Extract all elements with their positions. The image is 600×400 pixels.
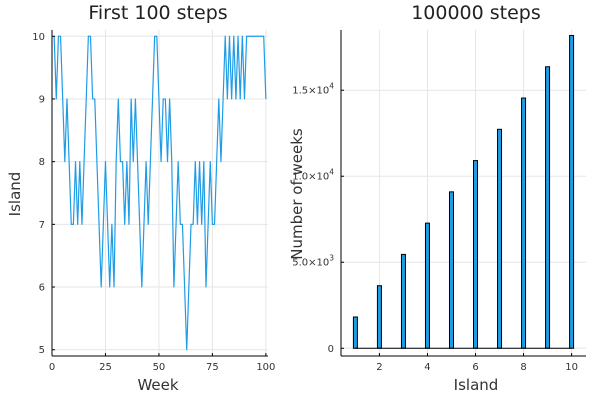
right-x-tick-label-0: 2: [376, 362, 382, 373]
right-x-tick-label-3: 8: [520, 362, 526, 373]
right-x-tick-label-2: 6: [472, 362, 478, 373]
left-y-tick-label-0: 5: [39, 345, 45, 356]
right-y-tick-label-0: 0: [328, 344, 334, 355]
bar-island-8: [521, 97, 527, 349]
right-x-label: Island: [454, 376, 499, 394]
right-y-tick-label-3: 1.5×104: [292, 82, 334, 97]
bar-island-9: [545, 66, 551, 349]
bar-island-2: [376, 285, 382, 349]
left-series-line: [53, 35, 267, 351]
right-x-ticks: 2 4 6 8 10: [376, 353, 578, 373]
left-y-label: Island: [6, 172, 24, 217]
bar-island-5: [448, 191, 454, 349]
left-x-tick-label-1: 25: [99, 362, 112, 373]
left-x-tick-label-2: 50: [153, 362, 166, 373]
left-x-tick-label-0: 0: [49, 362, 55, 373]
bar-island-6: [473, 160, 479, 349]
right-bars: [352, 34, 575, 349]
left-x-label: Week: [137, 376, 178, 394]
right-y-label: Number of weeks: [288, 128, 306, 260]
left-x-ticks: 0 25 50 75 100: [49, 353, 275, 373]
bar-island-7: [497, 128, 503, 349]
left-x-tick-label-3: 75: [206, 362, 219, 373]
right-y-tick-label-1: 5.0×103: [292, 254, 334, 269]
bar-island-10: [569, 34, 575, 349]
left-y-ticks: 5 6 7 8 9 10: [32, 32, 55, 356]
left-chart-title: First 100 steps: [88, 2, 227, 24]
bar-island-3: [400, 253, 406, 349]
bar-island-1: [352, 316, 358, 349]
left-y-tick-label-1: 6: [39, 283, 45, 294]
left-y-tick-label-5: 10: [32, 32, 45, 43]
right-y-ticks: 0 5.0×103 1.0×104 1.5×104: [292, 82, 344, 355]
right-x-tick-label-1: 4: [424, 362, 430, 373]
left-y-tick-label-4: 9: [39, 94, 45, 105]
right-y-tick-label-2: 1.0×104: [292, 168, 334, 183]
left-y-tick-label-2: 7: [39, 220, 45, 231]
bar-island-4: [424, 222, 430, 349]
left-series: [53, 35, 267, 351]
left-y-tick-label-3: 8: [39, 157, 45, 168]
right-chart-title: 100000 steps: [411, 2, 541, 24]
right-x-tick-label-4: 10: [565, 362, 578, 373]
left-x-tick-label-4: 100: [256, 362, 275, 373]
right-panel: 2 4 6 8 10 0 5.0×103 1.0×104 1.5×104 100000 ste…: [288, 2, 586, 394]
